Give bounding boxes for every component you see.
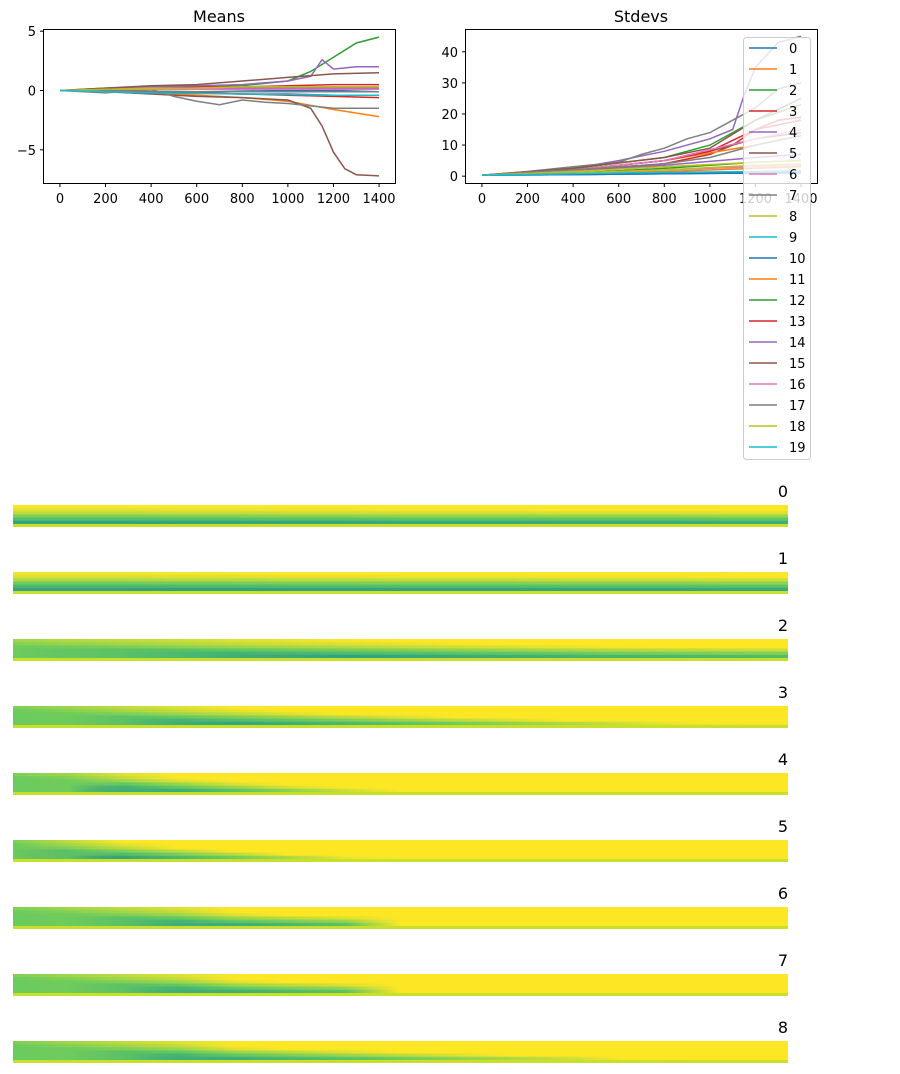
heatmap-panel-4: 4 bbox=[13, 750, 788, 795]
heatmap-title: 1 bbox=[778, 549, 788, 568]
means-xtick-label: 800 bbox=[230, 192, 255, 207]
legend-box bbox=[743, 37, 811, 460]
stdevs-xtick-label: 0 bbox=[478, 192, 486, 207]
legend-label-6: 6 bbox=[789, 168, 797, 183]
stdevs-xtick-label: 1000 bbox=[693, 192, 726, 207]
means-lines bbox=[59, 36, 380, 177]
legend-label-15: 15 bbox=[789, 357, 806, 372]
legend-label-8: 8 bbox=[789, 210, 797, 225]
means-title: Means bbox=[193, 7, 245, 26]
stdevs-xtick-label: 600 bbox=[606, 192, 631, 207]
heatmap-panel-6: 6 bbox=[13, 884, 788, 929]
heatmap-panel-0: 0 bbox=[13, 482, 788, 527]
stdevs-xtick-label: 800 bbox=[652, 192, 677, 207]
heatmap-bottom-band bbox=[13, 926, 788, 929]
means-xtick-label: 200 bbox=[93, 192, 118, 207]
stdevs-ytick-label: 20 bbox=[441, 108, 458, 123]
stdevs-xtick-label: 200 bbox=[515, 192, 540, 207]
legend-label-11: 11 bbox=[789, 273, 806, 288]
legend-label-16: 16 bbox=[789, 378, 806, 393]
legend-label-10: 10 bbox=[789, 252, 806, 267]
means-line-series-17 bbox=[60, 89, 379, 93]
heatmap-bottom-band bbox=[13, 658, 788, 661]
heatmap-bottom-band bbox=[13, 1060, 788, 1063]
stdevs-ytick-label: 0 bbox=[450, 170, 458, 185]
legend-label-7: 7 bbox=[789, 189, 797, 204]
heatmap-title: 0 bbox=[778, 482, 788, 501]
legend-label-5: 5 bbox=[789, 147, 797, 162]
stdevs-title: Stdevs bbox=[614, 7, 668, 26]
heatmap-panel-2: 2 bbox=[13, 616, 788, 661]
heatmap-bottom-band bbox=[13, 725, 788, 728]
heatmap-bottom-band bbox=[13, 591, 788, 594]
heatmap-title: 4 bbox=[778, 750, 788, 769]
legend-label-0: 0 bbox=[789, 42, 797, 57]
means-xtick-label: 1400 bbox=[362, 192, 395, 207]
means-line-series-5 bbox=[59, 89, 380, 177]
heatmap-bottom-band bbox=[13, 859, 788, 862]
heatmap-title: 3 bbox=[778, 683, 788, 702]
legend-label-18: 18 bbox=[789, 420, 806, 435]
means-xtick-label: 1000 bbox=[271, 192, 304, 207]
stdevs-ytick-label: 10 bbox=[441, 139, 458, 154]
means-line-series-19 bbox=[59, 89, 379, 96]
heatmap-bottom-band bbox=[13, 993, 788, 996]
legend-label-4: 4 bbox=[789, 126, 797, 141]
means-xtick-label: 1200 bbox=[317, 192, 350, 207]
heatmap-panel-5: 5 bbox=[13, 817, 788, 862]
legend-label-14: 14 bbox=[789, 336, 806, 351]
stdevs-xtick-label: 400 bbox=[561, 192, 586, 207]
legend-label-13: 13 bbox=[789, 315, 806, 330]
heatmap-title: 7 bbox=[778, 951, 788, 970]
means-ytick-label: 5 bbox=[28, 25, 36, 40]
means-ytick-label: −5 bbox=[17, 144, 36, 159]
legend-label-3: 3 bbox=[789, 105, 797, 120]
means-ytick-label: 0 bbox=[28, 84, 36, 99]
means-xtick-label: 0 bbox=[56, 192, 64, 207]
heatmap-title: 5 bbox=[778, 817, 788, 836]
legend-label-1: 1 bbox=[789, 63, 797, 78]
heatmap-bottom-band bbox=[13, 792, 788, 795]
heatmap-title: 8 bbox=[778, 1018, 788, 1037]
legend-label-2: 2 bbox=[789, 84, 797, 99]
means-line-series-15 bbox=[59, 71, 380, 92]
heatmap-title: 2 bbox=[778, 616, 788, 635]
stdevs-ytick-label: 40 bbox=[441, 46, 458, 61]
stdevs-frame bbox=[465, 29, 818, 184]
heatmap-panel-8: 8 bbox=[13, 1018, 788, 1063]
stdevs-ytick-label: 30 bbox=[441, 77, 458, 92]
means-line-series-18 bbox=[59, 86, 379, 92]
means-line-series-4 bbox=[59, 58, 379, 92]
heatmap-title: 6 bbox=[778, 884, 788, 903]
legend-label-9: 9 bbox=[789, 231, 797, 246]
legend-label-12: 12 bbox=[789, 294, 806, 309]
heatmap-bottom-band bbox=[13, 524, 788, 527]
means-ticks: 0 200 400 600 800 1000 1200 1400 5 0 −5 bbox=[17, 25, 396, 207]
means-xtick-label: 600 bbox=[184, 192, 209, 207]
means-chart: Means 0 200 400 600 800 1000 1200 1400 5 0 −5 bbox=[17, 7, 396, 207]
heatmaps: 0 1 2 3 4 5 6 7 8 bbox=[13, 482, 788, 1063]
legend-label-17: 17 bbox=[789, 399, 806, 414]
means-frame bbox=[43, 29, 396, 184]
heatmap-panel-3: 3 bbox=[13, 683, 788, 728]
heatmap-panel-7: 7 bbox=[13, 951, 788, 996]
heatmap-panel-1: 1 bbox=[13, 549, 788, 594]
legend-label-19: 19 bbox=[789, 441, 806, 456]
means-xtick-label: 400 bbox=[139, 192, 164, 207]
